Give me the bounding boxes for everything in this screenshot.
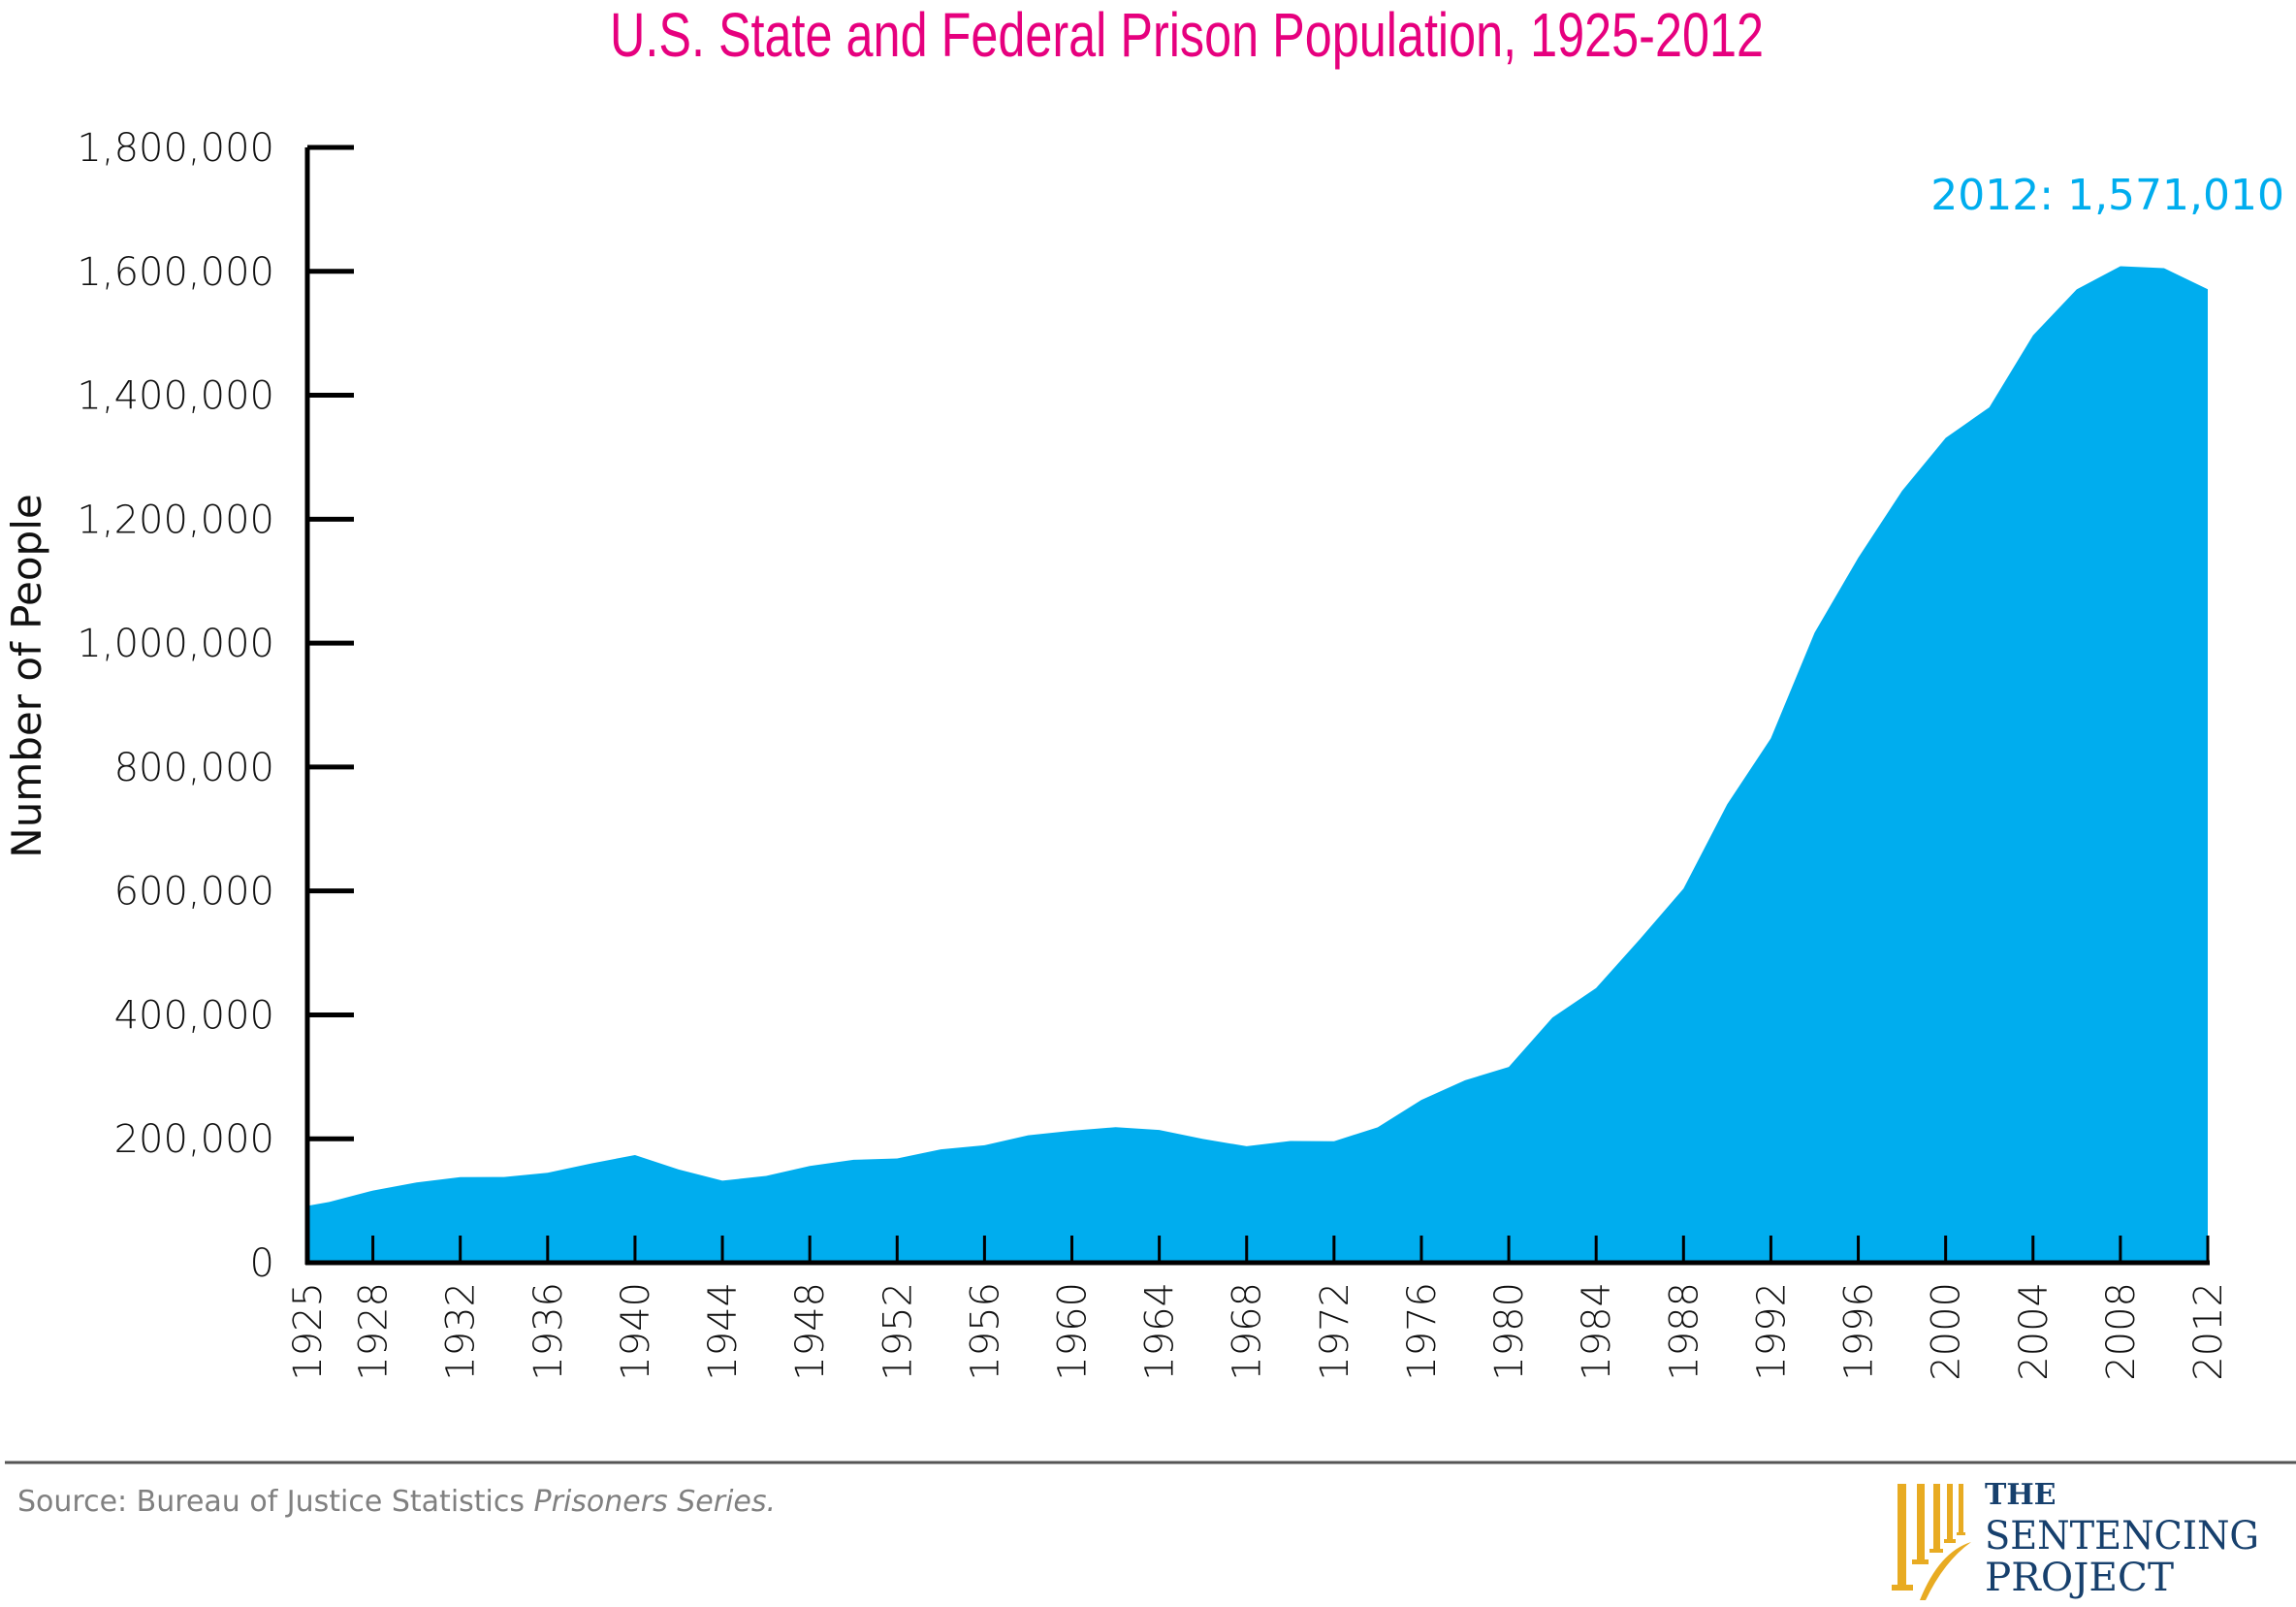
logo-line-project: PROJECT [1985, 1556, 2174, 1600]
x-tick-label: 1972 [1313, 1282, 1357, 1381]
chart-title: U.S. State and Federal Prison Population… [610, 0, 1764, 70]
source-series: Prisoners Series. [534, 1485, 777, 1519]
y-tick-label: 1,000,000 [77, 622, 274, 666]
annotation-2012: 2012: 1,571,010 [1930, 171, 2284, 220]
x-tick-label: 1964 [1138, 1282, 1183, 1381]
y-tick-label: 200,000 [114, 1117, 274, 1162]
y-tick-label: 800,000 [114, 746, 274, 790]
axes: 0 200,000 400,000 600,000 800,000 1,000,000 1,… [77, 126, 2231, 1381]
area-layer [307, 266, 2208, 1263]
x-tick-label: 1996 [1837, 1282, 1882, 1381]
y-tick-label: 1,400,000 [77, 374, 274, 419]
x-tick-label: 2012 [2186, 1282, 2231, 1381]
x-tick-label: 1928 [352, 1282, 397, 1381]
x-tick-label: 1936 [526, 1282, 571, 1381]
logo-line-the: THE [1985, 1478, 2057, 1512]
x-tick-label: 2000 [1925, 1282, 1969, 1381]
x-tick-label: 1960 [1051, 1282, 1096, 1381]
y-tick-label: 1,600,000 [77, 250, 274, 295]
source-note: Source: Bureau of Justice Statistics Pri… [17, 1485, 776, 1519]
x-tick-label: 1984 [1575, 1282, 1619, 1381]
population-area [307, 266, 2208, 1263]
x-tick-label: 1992 [1749, 1282, 1794, 1381]
x-tick-label: 1952 [876, 1282, 920, 1381]
x-tick-label: 1956 [963, 1282, 1007, 1381]
y-tick-label: 400,000 [114, 993, 274, 1038]
x-tick-label: 1976 [1400, 1282, 1445, 1381]
y-tick-label: 1,800,000 [77, 126, 274, 171]
y-tick-label: 1,200,000 [77, 498, 274, 542]
x-tick-label: 1940 [614, 1282, 658, 1381]
x-tick-label: 1948 [788, 1282, 833, 1381]
x-tick-label: 1980 [1487, 1282, 1532, 1381]
y-tick-label: 600,000 [114, 870, 274, 915]
logo-line-sentencing: SENTENCING [1985, 1514, 2259, 1559]
x-tick-label: 1968 [1226, 1282, 1270, 1381]
x-tick-label: 1988 [1662, 1282, 1706, 1381]
y-tick-label: 0 [250, 1241, 274, 1286]
y-axis-label: Number of People [3, 494, 50, 857]
columns-icon [1892, 1484, 1971, 1600]
x-tick-label: 1932 [439, 1282, 484, 1381]
x-tick-label: 1944 [701, 1282, 746, 1381]
x-tick-label: 2004 [2012, 1282, 2057, 1381]
sentencing-project-logo: THE SENTENCING PROJECT [1892, 1478, 2259, 1600]
x-tick-label: 1925 [286, 1282, 331, 1381]
x-tick-label: 2008 [2099, 1282, 2144, 1381]
source-prefix: Source: Bureau of Justice Statistics [17, 1485, 534, 1519]
